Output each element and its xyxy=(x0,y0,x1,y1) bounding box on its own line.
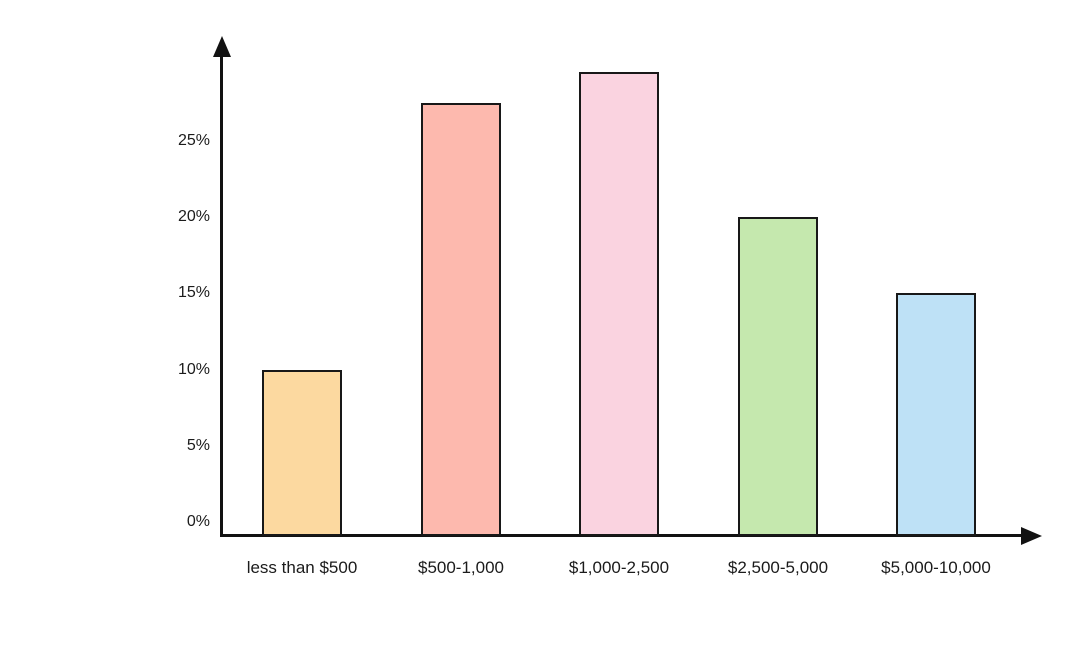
x-category-label-2: $500-1,000 xyxy=(417,558,505,577)
bar-2 xyxy=(421,103,501,536)
x-axis-arrow-icon xyxy=(1021,527,1042,545)
bar-1 xyxy=(262,370,342,536)
x-category-label-1: less than $500 xyxy=(246,558,358,577)
bar-3 xyxy=(579,72,659,536)
y-tick-label-5pct: 5% xyxy=(186,437,210,454)
bar-4 xyxy=(738,217,818,536)
y-tick-label-15pct: 15% xyxy=(177,284,210,301)
y-tick-label-10pct: 10% xyxy=(177,361,210,378)
x-category-label-3: $1,000-2,500 xyxy=(568,558,670,577)
x-category-label-5: $5,000-10,000 xyxy=(881,558,991,577)
y-axis-arrow-icon xyxy=(213,36,231,57)
y-tick-label-0pct: 0% xyxy=(186,513,210,530)
x-category-label-4: $2,500-5,000 xyxy=(727,558,829,577)
y-tick-label-25pct: 25% xyxy=(177,132,210,149)
y-tick-label-20pct: 20% xyxy=(177,208,210,225)
y-axis xyxy=(220,50,223,537)
bar-5 xyxy=(896,293,976,536)
